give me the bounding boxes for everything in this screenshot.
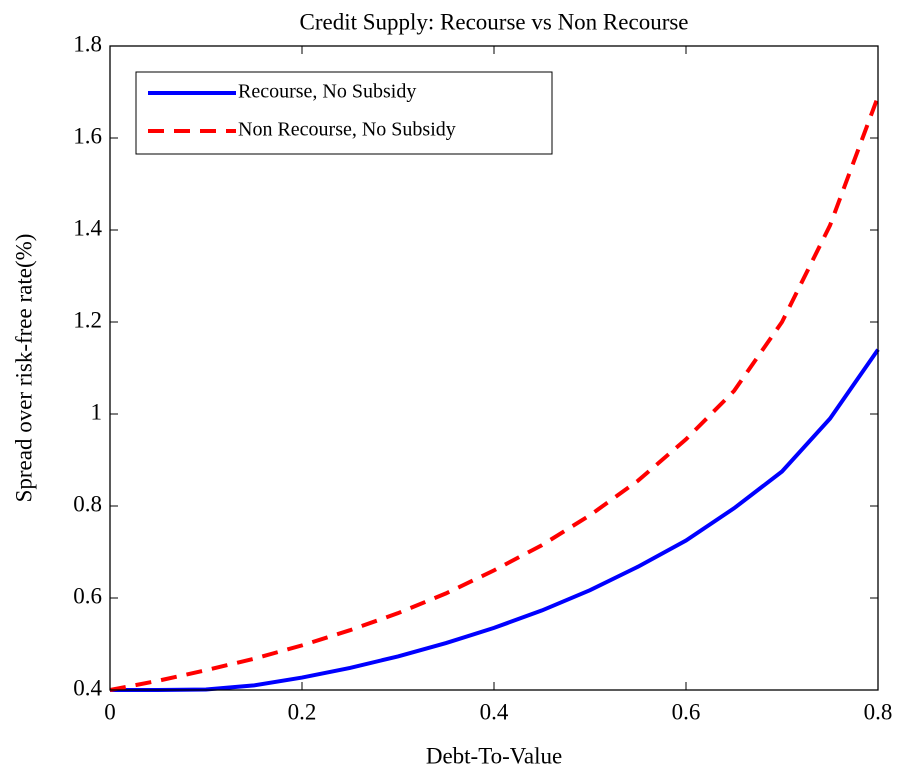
y-tick-label: 0.8 xyxy=(73,491,102,516)
y-tick-label: 0.6 xyxy=(73,583,102,608)
y-tick-label: 1.6 xyxy=(73,123,102,148)
x-tick-label: 0.8 xyxy=(864,699,893,724)
series-line xyxy=(110,348,880,692)
series-line xyxy=(109,95,880,692)
x-tick-label: 0 xyxy=(104,699,116,724)
x-axis-label: Debt-To-Value xyxy=(426,743,562,768)
plot-frame xyxy=(109,45,879,691)
y-tick-label: 0.4 xyxy=(73,675,102,700)
x-tick-label: 0.6 xyxy=(672,699,701,724)
legend-box xyxy=(135,71,553,155)
y-axis-label: Spread over risk-free rate(%) xyxy=(11,234,36,503)
y-tick-label: 1 xyxy=(91,399,103,424)
y-tick-label: 1.4 xyxy=(73,215,102,240)
x-tick-label: 0.2 xyxy=(288,699,317,724)
x-tick-label: 0.4 xyxy=(480,699,509,724)
legend-label: Recourse, No Subsidy xyxy=(238,81,416,103)
legend-label: Non Recourse, No Subsidy xyxy=(238,119,456,141)
y-tick-label: 1.8 xyxy=(73,31,102,56)
chart-title: Credit Supply: Recourse vs Non Recourse xyxy=(299,9,688,34)
y-tick-label: 1.2 xyxy=(73,307,102,332)
